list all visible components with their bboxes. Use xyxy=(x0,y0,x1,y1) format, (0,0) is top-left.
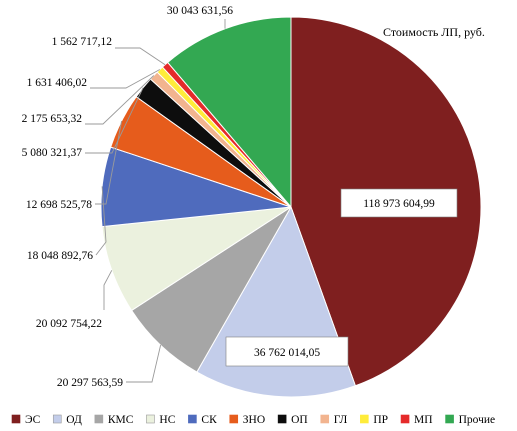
data-label-6: 12 698 525,78 xyxy=(26,199,92,211)
legend-swatch-8 xyxy=(320,414,330,424)
data-label-8: 2 175 653,32 xyxy=(22,113,83,125)
legend-swatch-2 xyxy=(52,414,62,424)
leader-line-8 xyxy=(85,75,155,125)
legend-swatch-3 xyxy=(94,414,104,424)
data-label-11: 30 043 631,56 xyxy=(167,5,233,17)
data-label-4: 20 092 754,22 xyxy=(36,318,102,330)
data-label-9: 1 631 406,02 xyxy=(27,77,88,89)
data-label-7: 5 080 321,37 xyxy=(22,147,83,159)
data-label-box-2 xyxy=(225,336,349,367)
leader-line-3 xyxy=(126,344,162,383)
data-label-box-1 xyxy=(340,188,458,218)
leader-line-5 xyxy=(95,186,107,256)
leader-line-10 xyxy=(115,47,166,66)
chart-title: Стоимость ЛП, руб. xyxy=(383,25,485,39)
legend-swatch-4 xyxy=(146,414,155,424)
legend-swatch-11 xyxy=(445,414,454,424)
legend-swatch-5 xyxy=(188,414,197,424)
pie-slice-11 xyxy=(167,16,292,209)
data-label-3: 20 297 563,59 xyxy=(57,377,123,389)
legend-swatch-10 xyxy=(400,414,410,424)
label-leaders xyxy=(85,19,226,383)
legend-swatch-6 xyxy=(229,414,239,424)
leader-line-9 xyxy=(90,69,161,89)
legend-label-1: ЭС xyxy=(25,414,41,426)
legend-label-3: КМС xyxy=(108,414,134,426)
legend-label-9: ПР xyxy=(373,414,388,426)
legend-label-2: ОД xyxy=(66,414,82,426)
leader-line-6 xyxy=(95,120,123,205)
legend: ЭС ОД КМС НС СК ЗНО ОП ГЛ ПР МП Прочие xyxy=(11,414,496,426)
leader-line-7 xyxy=(85,87,144,154)
legend-swatch-7 xyxy=(277,414,287,424)
data-label-5: 18 048 892,76 xyxy=(27,250,93,262)
legend-label-6: ЗНО xyxy=(243,414,265,426)
legend-label-10: МП xyxy=(414,414,433,426)
data-label-1: 118 973 604,99 xyxy=(363,198,435,210)
legend-label-7: ОП xyxy=(291,414,308,426)
leader-line-4 xyxy=(103,270,113,310)
legend-label-5: СК xyxy=(201,414,217,426)
legend-swatch-9 xyxy=(360,414,369,424)
legend-label-11: Прочие xyxy=(459,414,496,426)
data-label-2: 36 762 014,05 xyxy=(254,347,320,359)
legend-label-4: НС xyxy=(159,414,175,426)
pie-slices xyxy=(100,16,482,398)
data-label-10: 1 562 717,12 xyxy=(52,36,113,48)
legend-label-8: ГЛ xyxy=(334,414,348,426)
data-labels: 118 973 604,99 36 762 014,05 20 297 563,59… xyxy=(22,5,458,389)
legend-swatch-1 xyxy=(11,414,21,424)
